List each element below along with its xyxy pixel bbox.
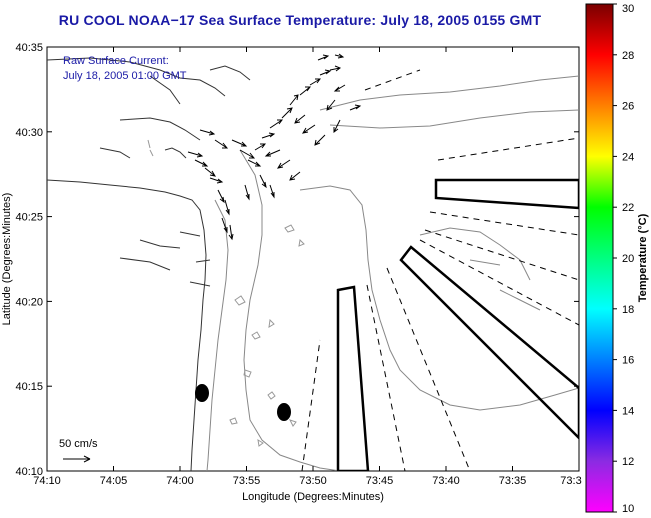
bathymetry-contour-mid — [239, 149, 341, 471]
y-axis-label: Latitude (Degrees:Minutes) — [1, 193, 13, 326]
y-tick-label: 40:30 — [15, 127, 43, 139]
station-marker — [195, 384, 209, 402]
x-tick-label: 73:50 — [299, 475, 327, 487]
current-date: July 18, 2005 01:00 GMT — [63, 70, 187, 82]
x-tick-label: 74:00 — [166, 475, 194, 487]
transect-swath-diagonal — [399, 245, 579, 440]
scale-arrow — [63, 455, 91, 463]
station-marker — [277, 403, 291, 421]
colorbar-tick-label: 16 — [622, 355, 634, 367]
x-tick-label: 73:35 — [499, 475, 527, 487]
bathymetry-contour-channel — [299, 185, 579, 411]
bathymetry-contour-inner — [206, 199, 229, 471]
colorbar-tick-label: 20 — [622, 253, 634, 265]
x-tick-label: 73:55 — [233, 475, 261, 487]
colorbar-tick-label: 12 — [622, 456, 634, 468]
map-title: RU COOL NOAA−17 Sea Surface Temperature:… — [58, 12, 542, 28]
transect-lines — [301, 69, 579, 471]
transect-swath-north — [434, 178, 579, 210]
y-tick-label: 40:10 — [15, 466, 43, 478]
bathymetry-noise — [147, 139, 305, 447]
colorbar-tick-label: 18 — [622, 304, 634, 316]
x-tick-label: 73:3 — [560, 475, 581, 487]
colorbar-tick-label: 10 — [622, 503, 634, 515]
coastline — [47, 147, 211, 471]
y-tick-label: 40:15 — [15, 381, 43, 393]
scale-label: 50 cm/s — [59, 438, 98, 450]
colorbar-tick-label: 30 — [622, 3, 634, 15]
colorbar-tick-label: 14 — [622, 405, 634, 417]
y-tick-label: 40:20 — [15, 296, 43, 308]
colorbar-title: Temperature (°C) — [637, 213, 649, 302]
x-axis-label: Longitude (Degrees:Minutes) — [242, 491, 384, 503]
transect-swath-south — [336, 285, 370, 471]
x-tick-label: 74:10 — [33, 475, 61, 487]
x-tick-label: 73:45 — [366, 475, 394, 487]
colorbar-tick-label: 24 — [622, 151, 634, 163]
land-contour — [47, 57, 251, 271]
colorbar-tick-label: 28 — [622, 50, 634, 62]
y-tick-label: 40:25 — [15, 212, 43, 224]
plot-frame — [46, 46, 580, 472]
y-tick-label: 40:35 — [15, 42, 43, 54]
current-vectors — [187, 53, 362, 241]
colorbar-tick-label: 22 — [622, 202, 634, 214]
colorbar-tick-label: 26 — [622, 101, 634, 113]
bathymetry-contour-outer — [319, 75, 579, 311]
x-tick-label: 74:05 — [100, 475, 128, 487]
current-label: Raw Surface Current: — [63, 55, 169, 67]
x-tick-label: 73:40 — [432, 475, 460, 487]
colorbar — [585, 3, 614, 513]
